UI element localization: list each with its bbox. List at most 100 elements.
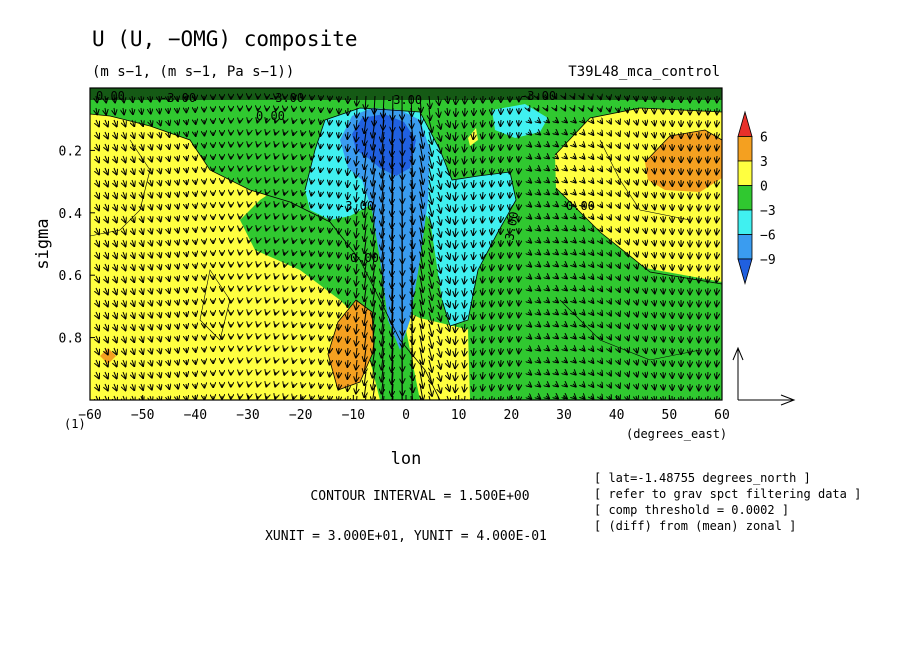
wind-vector <box>284 156 285 159</box>
wind-vector <box>195 384 196 388</box>
wind-vector <box>455 227 456 236</box>
wind-vector <box>114 143 117 150</box>
wind-vector <box>364 383 366 397</box>
wind-vector <box>438 203 441 213</box>
wind-vector <box>447 323 450 331</box>
wind-vector <box>429 287 432 300</box>
wind-vector <box>141 287 143 294</box>
wind-vector <box>438 155 441 165</box>
wind-vector <box>491 179 492 186</box>
wind-vector <box>159 360 161 365</box>
wind-vector <box>411 227 413 248</box>
wind-vector <box>347 119 348 127</box>
wind-vector <box>302 276 303 279</box>
wind-vector <box>159 120 161 125</box>
wind-vector <box>447 275 450 283</box>
colorbar-swatch <box>737 136 753 162</box>
wind-vector <box>420 179 423 196</box>
wind-vector <box>150 299 152 306</box>
wind-vector <box>381 119 384 142</box>
wind-vector <box>438 347 441 357</box>
wind-vector <box>105 323 108 330</box>
wind-vector <box>364 275 366 289</box>
wind-vector <box>411 275 413 296</box>
wind-vector <box>311 216 312 220</box>
wind-vector <box>447 95 448 103</box>
contour-label: -3.00 <box>338 199 374 213</box>
wind-vector <box>177 276 178 281</box>
wind-vector <box>392 203 393 228</box>
wind-vector <box>364 335 366 349</box>
wind-vector <box>284 360 285 363</box>
wind-vector <box>329 156 330 161</box>
wind-vector <box>618 108 619 112</box>
wind-vector <box>177 204 178 209</box>
wind-vector <box>96 383 99 390</box>
wind-vector <box>266 372 267 374</box>
wind-vector <box>186 228 187 232</box>
wind-vector <box>293 180 294 183</box>
wind-vector <box>392 143 393 168</box>
wind-vector <box>284 204 285 207</box>
contour-label: -3.00 <box>520 89 556 103</box>
wind-vector <box>429 131 432 144</box>
wind-vector <box>257 204 258 206</box>
wind-vector <box>266 216 267 218</box>
wind-vector <box>420 131 423 148</box>
wind-vector <box>392 239 393 264</box>
wind-vector <box>420 107 421 124</box>
wind-vector <box>464 143 465 152</box>
wind-vector <box>438 107 439 117</box>
wind-vector <box>114 239 117 246</box>
wind-vector <box>482 239 483 247</box>
wind-vector <box>410 395 412 400</box>
wind-vector <box>195 348 196 352</box>
wind-vector <box>716 299 717 306</box>
wind-vector <box>293 240 294 243</box>
wind-vector <box>195 228 196 232</box>
wind-vector <box>275 228 276 231</box>
wind-vector <box>438 143 441 153</box>
wind-vector <box>257 324 258 326</box>
colorbar-label: −9 <box>760 253 776 268</box>
wind-vector <box>132 335 134 342</box>
wind-vector <box>329 384 330 389</box>
wind-vector <box>266 252 267 254</box>
wind-vector <box>429 107 430 120</box>
contour-label: -3.00 <box>386 93 422 107</box>
chart-units: (m s−1, (m s−1, Pa s−1)) <box>92 64 294 80</box>
wind-vector <box>491 239 492 246</box>
wind-vector <box>123 347 125 354</box>
wind-vector <box>381 227 384 250</box>
wind-vector <box>411 215 413 236</box>
note-line: [ comp threshold = 0.0002 ] <box>594 503 789 517</box>
wind-vector <box>392 323 393 348</box>
wind-vector <box>383 95 384 118</box>
wind-vector <box>96 167 99 174</box>
wind-vector <box>293 156 294 159</box>
wind-vector <box>364 191 366 205</box>
wind-vector <box>663 251 664 258</box>
wind-vector <box>411 335 413 356</box>
wind-vector <box>302 252 303 255</box>
wind-vector <box>364 299 366 313</box>
wind-vector <box>320 240 321 244</box>
wind-vector <box>96 359 99 366</box>
x-tick-label: 10 <box>451 408 467 423</box>
wind-vector <box>123 299 125 306</box>
wind-vector <box>372 299 375 318</box>
wind-vector <box>320 180 321 184</box>
wind-vector <box>168 384 169 389</box>
wind-vector <box>447 191 450 199</box>
wind-vector <box>311 336 312 340</box>
wind-vector <box>114 251 117 258</box>
wind-vector <box>275 348 276 351</box>
wind-vector <box>302 228 303 231</box>
wind-vector <box>275 264 276 267</box>
wind-vector <box>311 192 312 196</box>
wind-vector <box>266 324 267 326</box>
wind-vector <box>455 371 456 380</box>
wind-vector <box>374 95 375 114</box>
wind-vector <box>392 179 393 204</box>
wind-vector <box>464 191 465 200</box>
